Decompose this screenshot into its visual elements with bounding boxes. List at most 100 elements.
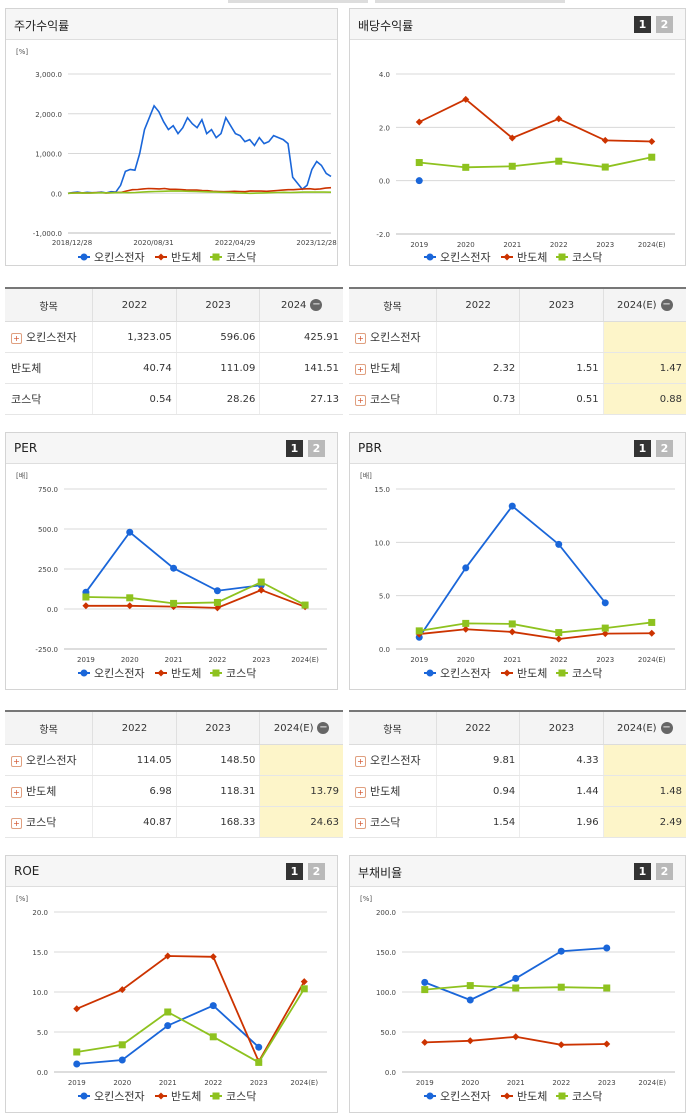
legend-item[interactable]: 오킨스전자 xyxy=(424,251,491,264)
legend-item[interactable]: 오킨스전자 xyxy=(78,667,145,680)
y-tick-label: 5.0 xyxy=(37,1029,48,1037)
expand-icon[interactable]: + xyxy=(355,332,366,344)
legend-item[interactable]: 코스닥 xyxy=(210,667,256,680)
row-label-cell: + 반도체 xyxy=(349,775,437,807)
pbr-view-1-button[interactable]: 1 xyxy=(634,440,651,457)
data-point xyxy=(164,952,172,960)
data-point xyxy=(648,137,656,145)
legend-marker xyxy=(426,1092,434,1100)
row-label: 코스닥 xyxy=(370,393,401,406)
data-point xyxy=(508,628,516,636)
y-tick-label: 0.0 xyxy=(47,606,58,614)
legend-item[interactable]: 오킨스전자 xyxy=(424,1090,491,1103)
table-header-label: 항목 xyxy=(39,301,58,313)
cell-value: 1.54 xyxy=(493,816,516,828)
expand-icon[interactable]: + xyxy=(11,817,22,829)
legend-item[interactable]: 코스닥 xyxy=(556,1090,602,1103)
cell-value: 0.94 xyxy=(493,785,516,797)
dividend-view-1-button[interactable]: 1 xyxy=(634,16,651,33)
pbr-view-2-button[interactable]: 2 xyxy=(656,440,673,457)
value-cell: 40.87 xyxy=(92,806,177,838)
value-cell: 111.09 xyxy=(176,352,261,384)
per-view-1-button[interactable]: 1 xyxy=(286,440,303,457)
legend-item[interactable]: 반도체 xyxy=(501,1090,547,1103)
expand-icon[interactable]: + xyxy=(11,332,22,344)
x-tick-label: 2019 xyxy=(410,241,428,249)
value-cell: 40.74 xyxy=(92,352,177,384)
expand-icon[interactable]: + xyxy=(355,363,366,375)
data-point xyxy=(601,630,609,638)
data-point xyxy=(555,157,563,165)
collapse-icon[interactable]: − xyxy=(660,299,673,311)
data-point xyxy=(508,134,516,142)
legend-item[interactable]: 오킨스전자 xyxy=(424,667,491,680)
debt-view-2-button[interactable]: 2 xyxy=(656,863,673,880)
legend-item[interactable]: 오킨스전자 xyxy=(78,1090,145,1103)
legend-label: 오킨스전자 xyxy=(440,251,491,264)
series-line xyxy=(419,156,652,169)
expand-icon[interactable]: + xyxy=(11,755,22,767)
legend-item[interactable]: 오킨스전자 xyxy=(78,251,145,264)
x-tick-label: 2019 xyxy=(77,656,95,664)
collapse-icon[interactable]: − xyxy=(317,722,330,734)
legend-item[interactable]: 반도체 xyxy=(155,667,201,680)
y-tick-label: 0.0 xyxy=(379,646,390,654)
debt-view-1-button[interactable]: 1 xyxy=(634,863,651,880)
data-point xyxy=(421,1038,429,1046)
per-panel: PER 1 2 [배] 750.0 500.0 250.0 0.0 -250.0 2019 2… xyxy=(5,432,338,690)
series-line xyxy=(419,621,652,634)
data-point xyxy=(300,978,308,986)
table-header-label: 항목 xyxy=(383,724,402,736)
cell-value: 27.13 xyxy=(310,393,339,405)
collapse-icon[interactable]: − xyxy=(310,299,323,311)
expand-icon[interactable]: + xyxy=(355,817,366,829)
table-header-cell: 2023 xyxy=(176,287,261,322)
series-2 xyxy=(415,153,656,171)
stock-return-header: 주가수익률 xyxy=(6,9,337,40)
data-point xyxy=(209,1002,217,1010)
series-0 xyxy=(82,528,265,596)
data-point xyxy=(512,1033,520,1041)
data-point xyxy=(421,978,429,986)
series-line xyxy=(85,530,262,593)
value-cell: 27.13 xyxy=(259,383,343,415)
legend-item[interactable]: 반도체 xyxy=(155,1090,201,1103)
collapse-icon[interactable]: − xyxy=(660,722,673,734)
series-line-0 xyxy=(67,104,332,195)
expand-icon[interactable]: + xyxy=(355,394,366,406)
table-header-label: 2022 xyxy=(121,299,148,311)
legend-marker xyxy=(80,669,88,677)
data-point xyxy=(557,1041,565,1049)
legend-item[interactable]: 코스닥 xyxy=(556,667,602,680)
x-tick-label: 2022 xyxy=(209,656,227,664)
expand-icon[interactable]: + xyxy=(11,786,22,798)
cell-value: 111.09 xyxy=(220,362,256,374)
table-header-cell: 항목 xyxy=(349,710,437,745)
x-tick-label: 2023 xyxy=(252,656,270,664)
legend-item[interactable]: 반도체 xyxy=(501,251,547,264)
expand-icon[interactable]: + xyxy=(355,786,366,798)
legend-item[interactable]: 반도체 xyxy=(501,667,547,680)
data-point xyxy=(466,982,474,990)
roe-chart: [%] 20.0 15.0 10.0 5.0 0.0 2019 2020 2021 2022 202… xyxy=(16,895,327,1103)
row-label: 오킨스전자 xyxy=(26,331,77,344)
per-view-2-button[interactable]: 2 xyxy=(308,440,325,457)
data-point xyxy=(462,95,470,103)
table-row: + 오킨스전자 xyxy=(349,321,686,353)
dividend-view-2-button[interactable]: 2 xyxy=(656,16,673,33)
data-point xyxy=(555,629,563,637)
expand-icon[interactable]: + xyxy=(355,755,366,767)
roe-view-2-button[interactable]: 2 xyxy=(308,863,325,880)
legend-item[interactable]: 코스닥 xyxy=(210,251,256,264)
data-point xyxy=(118,1041,126,1049)
legend-item[interactable]: 코스닥 xyxy=(556,251,602,264)
value-cell: 28.26 xyxy=(176,383,261,415)
roe-view-1-button[interactable]: 1 xyxy=(286,863,303,880)
table-header-label: 항목 xyxy=(39,724,58,736)
chart-unit-label: [배] xyxy=(360,471,372,480)
value-cell: 0.54 xyxy=(92,383,177,415)
table-header-label: 2023 xyxy=(205,722,231,734)
legend-item[interactable]: 반도체 xyxy=(155,251,201,264)
row-label: 오킨스전자 xyxy=(370,754,421,767)
legend-item[interactable]: 코스닥 xyxy=(210,1090,256,1103)
